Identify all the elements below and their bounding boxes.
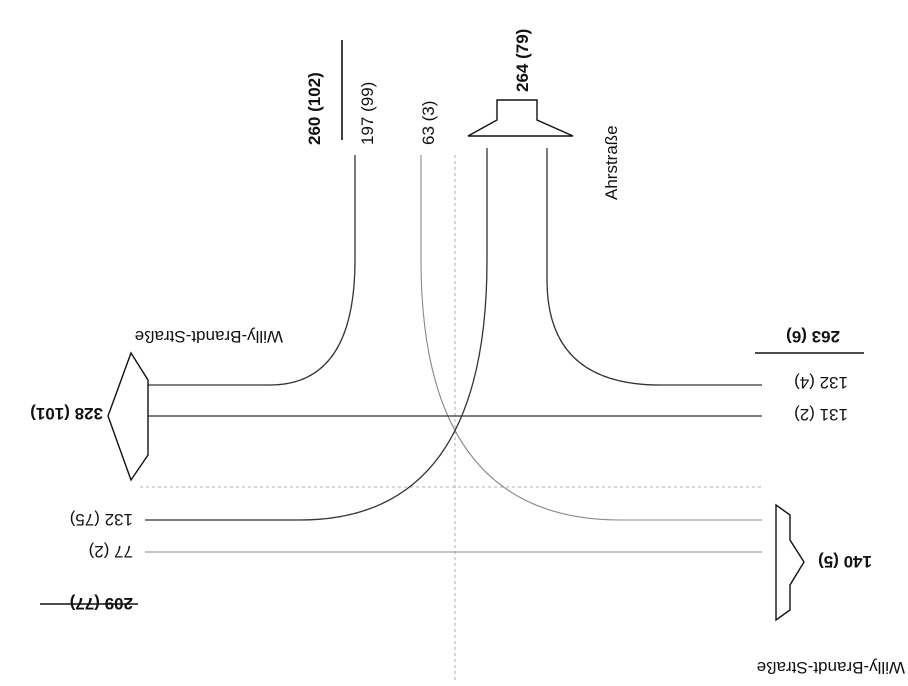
east-inflow-total-label: 263 (6) bbox=[786, 327, 840, 346]
street-label-willy-top: Willy-Brandt-Straße bbox=[135, 327, 283, 346]
east-right-turn-label: 132 (4) bbox=[794, 373, 848, 392]
west-inflow-total-label: 209 (77) bbox=[70, 594, 133, 613]
flow-north-to-west bbox=[145, 155, 356, 386]
east-through-label: 131 (2) bbox=[794, 405, 848, 424]
street-label-ahr: Ahrstraße bbox=[602, 125, 621, 200]
west-through-label: 77 (2) bbox=[89, 542, 133, 561]
arrow-north-outflow bbox=[467, 99, 574, 137]
north-through-label: 63 (3) bbox=[419, 101, 438, 145]
north-inflow-total-label: 260 (102) bbox=[305, 72, 324, 145]
north-left-turn-label: 197 (99) bbox=[358, 82, 377, 145]
west-outflow-total-label: 328 (101) bbox=[30, 404, 103, 423]
arrow-west-outflow bbox=[107, 351, 149, 482]
north-outflow-total-label: 264 (79) bbox=[513, 29, 532, 92]
flow-east-to-north bbox=[546, 148, 762, 386]
arrow-south-outflow bbox=[775, 503, 805, 622]
flow-west-to-north bbox=[145, 148, 488, 521]
south-outflow-total-label: 140 (5) bbox=[818, 552, 872, 571]
west-right-turn-label: 132 (75) bbox=[70, 510, 133, 529]
street-label-willy-bottom: Willy-Brandt-Straße bbox=[757, 658, 905, 677]
flow-north-to-south bbox=[420, 155, 762, 521]
